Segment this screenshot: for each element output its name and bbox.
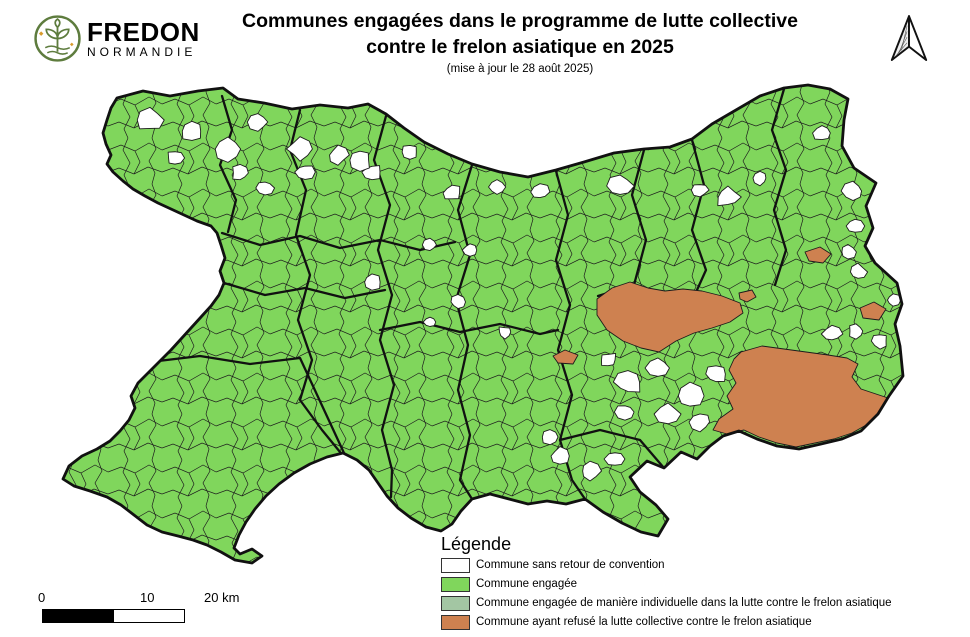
legend-swatch (441, 557, 470, 573)
scale-segment-black (43, 610, 114, 622)
scale-label-10: 10 (140, 590, 155, 605)
legend-label: Commune ayant refusé la lutte collective… (476, 616, 812, 628)
map-title: Communes engagées dans le programme de l… (170, 8, 870, 75)
scale-bar: 0 10 20 km (36, 590, 256, 623)
legend-item: Commune ayant refusé la lutte collective… (441, 614, 892, 630)
legend-swatch (441, 576, 470, 592)
legend-title: Légende (441, 534, 512, 554)
legend-label: Commune engagée (476, 578, 578, 590)
scale-label-20: 20 km (204, 590, 240, 605)
legend-item: Commune sans retour de convention (441, 557, 892, 573)
legend-label: Commune sans retour de convention (476, 559, 665, 571)
logo-name: FREDON (87, 16, 200, 47)
fredon-logo: FREDON NORMANDIE (33, 14, 200, 63)
legend-swatch (441, 595, 470, 611)
legend-item: Commune engagée de manière individuelle … (441, 595, 892, 611)
scale-bar-graphic (42, 609, 185, 623)
title-line-2: contre le frelon asiatique en 2025 (366, 36, 674, 58)
scale-label-0: 0 (38, 590, 46, 605)
legend: Légende Commune sans retour de conventio… (441, 533, 892, 634)
title-line-1: Communes engagées dans le programme de l… (242, 10, 798, 32)
fredon-logo-icon (34, 15, 81, 62)
logo-region: NORMANDIE (87, 44, 197, 59)
scale-segment-white (113, 610, 184, 622)
legend-swatch (441, 614, 470, 630)
legend-item: Commune engagée (441, 576, 892, 592)
north-arrow-icon (890, 15, 928, 61)
legend-label: Commune engagée de manière individuelle … (476, 597, 892, 609)
map-subtitle: (mise à jour le 28 août 2025) (446, 63, 594, 75)
legend-items: Commune sans retour de convention Commune… (441, 557, 892, 630)
